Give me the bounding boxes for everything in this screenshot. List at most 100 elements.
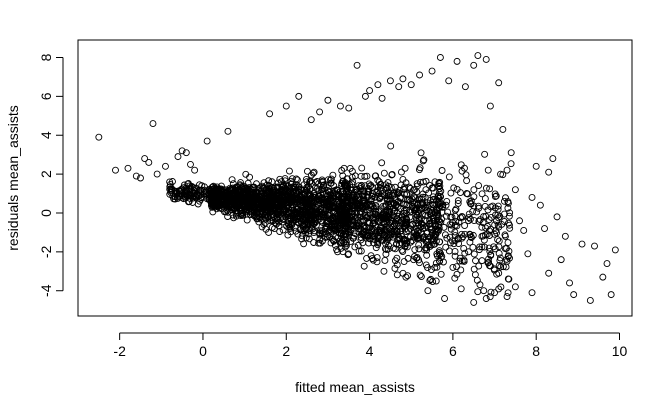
- data-point: [454, 197, 462, 205]
- data-point: [469, 243, 477, 251]
- data-point: [578, 240, 586, 248]
- data-point: [495, 237, 503, 245]
- data-point: [391, 229, 399, 237]
- data-point: [463, 190, 471, 197]
- data-point: [549, 155, 557, 163]
- data-point: [360, 262, 368, 270]
- data-point: [505, 275, 513, 283]
- data-point: [196, 197, 204, 205]
- data-point: [333, 246, 341, 254]
- data-point: [341, 243, 349, 251]
- data-point: [284, 215, 292, 223]
- data-point: [484, 166, 492, 174]
- data-point: [365, 202, 373, 209]
- y-tick-label: 4: [38, 131, 54, 139]
- data-point: [397, 168, 405, 176]
- data-point: [412, 225, 420, 233]
- data-point: [431, 178, 439, 186]
- data-point: [265, 177, 273, 185]
- data-point: [369, 256, 377, 264]
- data-point: [511, 283, 519, 291]
- data-point: [293, 209, 300, 216]
- data-point: [493, 217, 500, 225]
- data-point: [349, 178, 357, 186]
- data-point: [386, 77, 394, 85]
- data-point: [495, 79, 503, 87]
- y-tick-label: 6: [38, 92, 54, 100]
- data-point: [404, 254, 412, 262]
- data-point: [352, 186, 360, 193]
- data-point: [416, 234, 424, 242]
- data-point: [470, 298, 478, 306]
- data-point: [503, 293, 511, 301]
- data-point: [317, 199, 325, 207]
- data-point: [238, 210, 246, 218]
- data-point: [338, 230, 346, 238]
- data-point: [391, 264, 399, 272]
- data-point: [186, 182, 194, 190]
- data-point: [413, 201, 421, 209]
- data-point: [504, 239, 512, 247]
- data-point: [503, 255, 511, 263]
- x-tick-label: 10: [612, 343, 628, 359]
- data-point: [334, 186, 342, 194]
- data-point: [287, 228, 295, 236]
- data-point: [436, 238, 444, 246]
- data-point: [394, 198, 402, 206]
- data-point: [260, 220, 268, 228]
- data-point: [504, 204, 512, 212]
- data-point: [273, 214, 281, 222]
- data-point: [480, 287, 488, 295]
- data-point: [413, 253, 421, 261]
- data-point: [470, 61, 478, 69]
- data-point: [378, 94, 386, 102]
- data-point: [387, 214, 395, 222]
- data-point: [361, 231, 369, 239]
- data-point: [166, 183, 174, 191]
- data-point: [342, 210, 350, 218]
- data-point: [287, 216, 295, 224]
- data-point: [310, 168, 318, 176]
- data-point: [313, 178, 321, 185]
- y-tick-label: -4: [38, 284, 54, 297]
- data-point: [309, 169, 317, 177]
- data-point: [381, 219, 389, 227]
- data-point: [193, 190, 201, 198]
- data-point: [309, 208, 317, 216]
- data-point: [305, 235, 313, 243]
- data-point: [318, 185, 326, 193]
- data-point: [421, 193, 429, 201]
- data-point: [433, 263, 441, 271]
- data-point: [394, 189, 402, 197]
- y-tick-label: 8: [38, 53, 54, 61]
- data-point: [451, 248, 459, 255]
- data-point: [180, 181, 188, 189]
- data-point: [364, 191, 372, 199]
- data-point: [381, 203, 389, 211]
- data-point: [494, 221, 502, 229]
- x-tick-label: 6: [449, 343, 457, 359]
- data-point: [404, 227, 412, 235]
- data-point: [351, 243, 359, 251]
- data-point: [332, 233, 339, 241]
- data-point: [586, 297, 594, 304]
- data-point: [281, 175, 289, 183]
- x-axis: -2 0 2 4 6 8 10: [113, 332, 628, 359]
- data-point: [336, 102, 344, 110]
- data-point: [458, 257, 466, 265]
- data-point: [441, 295, 449, 302]
- data-point: [286, 199, 294, 207]
- data-point: [363, 254, 371, 262]
- data-point: [443, 234, 451, 242]
- data-point: [393, 254, 401, 262]
- data-point: [237, 183, 245, 191]
- data-point: [426, 216, 434, 224]
- data-point: [228, 176, 236, 184]
- data-point: [393, 240, 401, 248]
- data-point: [455, 235, 462, 243]
- data-point: [524, 250, 532, 258]
- data-point: [174, 194, 182, 202]
- data-point: [561, 232, 569, 240]
- data-point: [457, 161, 465, 169]
- data-point: [475, 182, 483, 190]
